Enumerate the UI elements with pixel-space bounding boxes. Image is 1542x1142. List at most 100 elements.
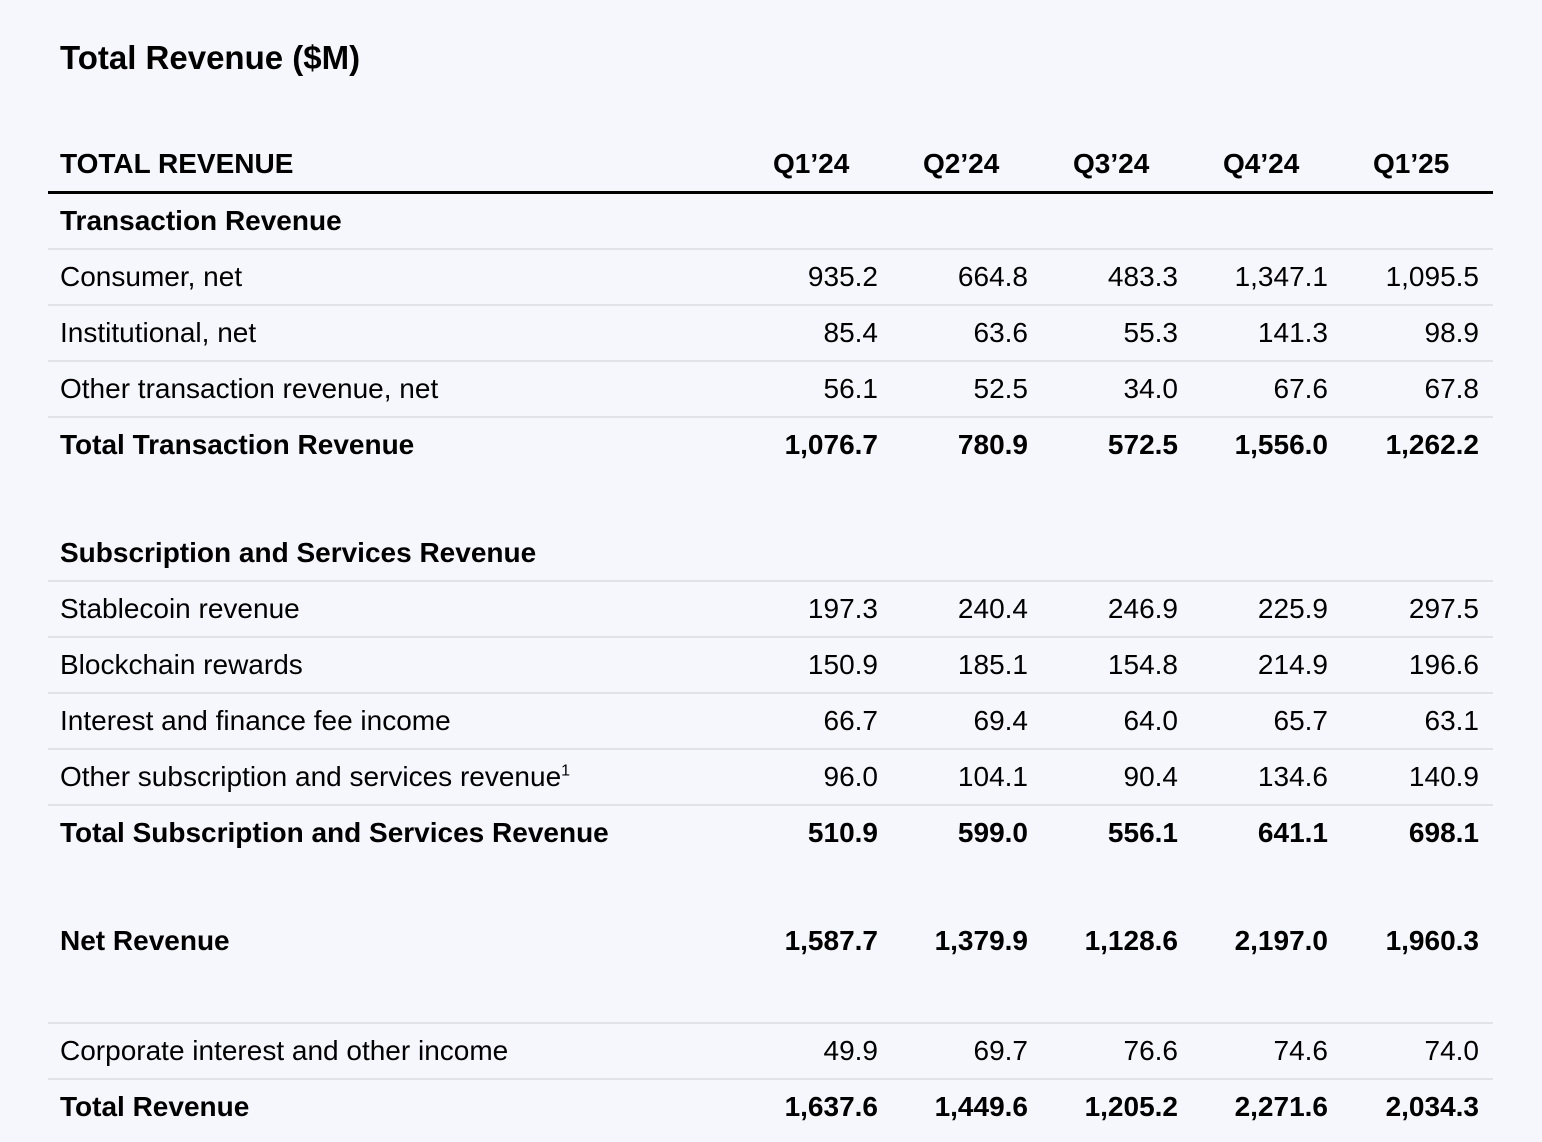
header-quarter: Q2’24 — [878, 136, 1028, 194]
header-quarter: Q3’24 — [1028, 136, 1178, 194]
footnote-marker: 1 — [561, 762, 571, 780]
cell-value: 2,197.0 — [1234, 925, 1328, 956]
total-row: Total Subscription and Services Revenue … — [48, 805, 1493, 860]
cell-value: 935.2 — [728, 249, 878, 306]
row-label: Interest and finance fee income — [48, 693, 728, 750]
table-row: Consumer, net 935.2 664.8 483.3 1,347.1 … — [48, 249, 1493, 306]
cell-value: 185.1 — [878, 637, 1028, 694]
table-row: Other subscription and services revenue1… — [48, 749, 1493, 806]
header-quarter: Q1’25 — [1328, 136, 1493, 194]
cell-value: 1,379.9 — [934, 925, 1028, 956]
cell-value: 69.4 — [878, 693, 1028, 750]
cell-value: 65.7 — [1178, 693, 1328, 750]
row-label: Other subscription and services revenue1 — [48, 749, 728, 806]
cell-value: 63.6 — [878, 305, 1028, 362]
cell-value: 74.6 — [1178, 1023, 1328, 1080]
cell-value: 197.3 — [728, 581, 878, 638]
cell-value: 225.9 — [1178, 581, 1328, 638]
net-revenue-row: Net Revenue 1,587.7 1,379.9 1,128.6 2,19… — [48, 914, 1493, 968]
cell-value: 780.9 — [957, 429, 1028, 460]
cell-value: 64.0 — [1028, 693, 1178, 750]
table-row: Stablecoin revenue 197.3 240.4 246.9 225… — [48, 581, 1493, 638]
revenue-table: TOTAL REVENUE Q1’24 Q2’24 Q3’24 Q4’24 Q1… — [48, 136, 1493, 1134]
table-row: Interest and finance fee income 66.7 69.… — [48, 693, 1493, 750]
cell-value: 556.1 — [1107, 817, 1178, 848]
page-title: Total Revenue ($M) — [60, 39, 361, 76]
header-quarter: Q1’24 — [728, 136, 878, 194]
cell-value: 34.0 — [1028, 361, 1178, 418]
row-label: Total Subscription and Services Revenue — [60, 817, 609, 848]
cell-value: 599.0 — [957, 817, 1028, 848]
cell-value: 67.6 — [1178, 361, 1328, 418]
row-label: Net Revenue — [60, 925, 230, 956]
cell-value: 140.9 — [1328, 749, 1493, 806]
cell-value: 2,271.6 — [1234, 1091, 1328, 1122]
section-header-row: Subscription and Services Revenue — [48, 526, 1493, 582]
cell-value: 1,587.7 — [784, 925, 878, 956]
cell-value: 572.5 — [1107, 429, 1178, 460]
table-row: Institutional, net 85.4 63.6 55.3 141.3 … — [48, 305, 1493, 362]
cell-value: 698.1 — [1408, 817, 1479, 848]
cell-value: 55.3 — [1028, 305, 1178, 362]
cell-value: 56.1 — [728, 361, 878, 418]
cell-value: 1,205.2 — [1084, 1091, 1178, 1122]
row-label: Consumer, net — [48, 249, 728, 306]
header-quarter: Q4’24 — [1178, 136, 1328, 194]
row-label: Total Revenue — [60, 1091, 250, 1122]
cell-value: 246.9 — [1028, 581, 1178, 638]
cell-value: 63.1 — [1328, 693, 1493, 750]
table-row: Corporate interest and other income 49.9… — [48, 1023, 1493, 1080]
total-row: Total Transaction Revenue 1,076.7 780.9 … — [48, 417, 1493, 472]
cell-value: 510.9 — [807, 817, 878, 848]
cell-value: 96.0 — [728, 749, 878, 806]
row-label-text: Other subscription and services revenue — [60, 761, 562, 792]
cell-value: 1,449.6 — [934, 1091, 1028, 1122]
cell-value: 1,637.6 — [784, 1091, 878, 1122]
row-label: Institutional, net — [48, 305, 728, 362]
cell-value: 1,262.2 — [1385, 429, 1479, 460]
cell-value: 297.5 — [1328, 581, 1493, 638]
row-label: Blockchain rewards — [48, 637, 728, 694]
cell-value: 90.4 — [1028, 749, 1178, 806]
row-label: Total Transaction Revenue — [60, 429, 415, 460]
total-revenue-row: Total Revenue 1,637.6 1,449.6 1,205.2 2,… — [48, 1079, 1493, 1134]
cell-value: 664.8 — [878, 249, 1028, 306]
table-row: Other transaction revenue, net 56.1 52.5… — [48, 361, 1493, 418]
cell-value: 196.6 — [1328, 637, 1493, 694]
cell-value: 214.9 — [1178, 637, 1328, 694]
row-label: Stablecoin revenue — [48, 581, 728, 638]
cell-value: 154.8 — [1028, 637, 1178, 694]
cell-value: 2,034.3 — [1385, 1091, 1479, 1122]
cell-value: 240.4 — [878, 581, 1028, 638]
cell-value: 98.9 — [1328, 305, 1493, 362]
cell-value: 641.1 — [1257, 817, 1328, 848]
cell-value: 1,556.0 — [1234, 429, 1328, 460]
cell-value: 141.3 — [1178, 305, 1328, 362]
section-header-row: Transaction Revenue — [48, 192, 1493, 250]
section-label-transaction: Transaction Revenue — [48, 192, 1493, 250]
cell-value: 66.7 — [728, 693, 878, 750]
header-label: TOTAL REVENUE — [48, 136, 728, 194]
spacer-row — [48, 968, 1493, 1024]
section-label-subscription: Subscription and Services Revenue — [48, 526, 1493, 582]
row-label: Other transaction revenue, net — [48, 361, 728, 418]
cell-value: 1,347.1 — [1178, 249, 1328, 306]
cell-value: 104.1 — [878, 749, 1028, 806]
table-row: Blockchain rewards 150.9 185.1 154.8 214… — [48, 637, 1493, 694]
cell-value: 1,960.3 — [1385, 925, 1479, 956]
cell-value: 67.8 — [1328, 361, 1493, 418]
cell-value: 150.9 — [728, 637, 878, 694]
cell-value: 74.0 — [1328, 1023, 1493, 1080]
cell-value: 1,095.5 — [1328, 249, 1493, 306]
cell-value: 1,076.7 — [784, 429, 878, 460]
spacer-row — [48, 472, 1493, 526]
cell-value: 1,128.6 — [1084, 925, 1178, 956]
table-header-row: TOTAL REVENUE Q1’24 Q2’24 Q3’24 Q4’24 Q1… — [48, 136, 1493, 194]
row-label: Corporate interest and other income — [48, 1023, 728, 1080]
cell-value: 134.6 — [1178, 749, 1328, 806]
cell-value: 76.6 — [1028, 1023, 1178, 1080]
cell-value: 49.9 — [728, 1023, 878, 1080]
cell-value: 52.5 — [878, 361, 1028, 418]
cell-value: 69.7 — [878, 1023, 1028, 1080]
cell-value: 483.3 — [1028, 249, 1178, 306]
